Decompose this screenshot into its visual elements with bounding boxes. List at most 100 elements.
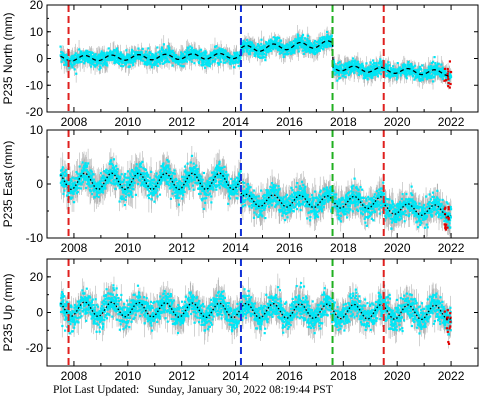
data-point <box>249 52 252 55</box>
data-point <box>332 69 335 72</box>
data-point <box>114 49 117 52</box>
data-point <box>378 60 382 63</box>
data-point <box>131 61 135 64</box>
data-point <box>216 56 220 59</box>
data-point <box>89 59 92 62</box>
data-point <box>129 58 132 61</box>
data-point <box>296 40 299 43</box>
data-point <box>282 45 286 49</box>
data-point <box>211 61 214 64</box>
data-point <box>163 51 166 55</box>
data-point <box>434 64 438 67</box>
data-point <box>449 77 452 80</box>
data-point <box>327 37 330 40</box>
data-point <box>119 53 122 56</box>
data-point <box>353 61 356 64</box>
data-point <box>385 67 388 70</box>
data-point <box>108 53 111 56</box>
data-point <box>259 56 262 59</box>
data-point <box>191 46 194 49</box>
data-point <box>161 58 164 61</box>
data-point <box>313 50 316 53</box>
data-point <box>211 51 215 54</box>
data-point <box>134 51 137 54</box>
data-point <box>417 69 421 72</box>
data-point <box>296 45 299 48</box>
data-point <box>125 49 128 52</box>
data-point <box>441 66 444 69</box>
data-point <box>181 59 185 62</box>
data-point <box>173 54 176 57</box>
data-point <box>208 57 212 60</box>
x-tick-label: 2016 <box>276 115 303 129</box>
data-point <box>313 41 316 44</box>
data-point <box>347 62 350 65</box>
data-point <box>394 70 397 73</box>
data-point <box>149 51 152 54</box>
data-point <box>180 59 183 62</box>
data-point <box>246 48 249 51</box>
data-point <box>115 53 118 56</box>
data-point <box>221 50 224 53</box>
data-point <box>438 68 441 71</box>
data-point <box>277 47 281 50</box>
data-point <box>288 45 292 49</box>
data-point <box>112 52 115 55</box>
data-point <box>203 66 207 69</box>
model-curve <box>331 42 452 77</box>
data-point <box>253 54 257 57</box>
data-point <box>198 58 201 61</box>
data-point <box>409 69 412 73</box>
data-point <box>258 53 261 56</box>
data-point <box>168 49 171 52</box>
data-point <box>124 57 127 60</box>
data-point <box>185 49 188 52</box>
data-point <box>374 65 377 68</box>
data-point <box>89 56 92 59</box>
data-point <box>268 50 271 53</box>
data-point <box>422 76 425 79</box>
data-point <box>348 62 351 65</box>
x-tick-label: 2012 <box>168 115 195 129</box>
data-point <box>434 70 437 73</box>
data-point <box>113 58 116 61</box>
data-point <box>158 59 161 63</box>
data-point <box>357 73 360 76</box>
data-point <box>147 54 151 57</box>
data-point <box>181 65 184 68</box>
data-point <box>316 48 320 52</box>
data-point <box>417 76 420 79</box>
data-point <box>83 62 86 65</box>
data-point <box>99 62 103 65</box>
data-point <box>306 34 309 37</box>
data-point <box>198 49 201 52</box>
data-point <box>109 59 112 62</box>
data-point <box>83 60 87 63</box>
data-point <box>229 63 232 66</box>
data-point <box>318 49 321 52</box>
data-point <box>326 33 329 37</box>
data-point <box>325 35 329 39</box>
data-point <box>190 51 193 55</box>
data-point <box>207 54 211 57</box>
data-point <box>440 73 444 77</box>
data-point <box>296 34 300 37</box>
data-point <box>150 66 154 69</box>
data-point <box>356 60 360 63</box>
data-point <box>128 65 131 68</box>
data-point <box>256 45 259 48</box>
data-point <box>372 69 375 72</box>
data-point <box>291 47 295 50</box>
data-point <box>403 68 406 72</box>
data-point <box>115 48 118 51</box>
data-point <box>140 51 143 54</box>
data-point <box>403 70 406 73</box>
data-point <box>133 60 137 63</box>
data-point <box>325 43 328 46</box>
data-point <box>379 64 382 68</box>
data-point <box>248 46 252 50</box>
outlier-point <box>447 81 450 85</box>
data-point <box>403 65 407 68</box>
y-tick-label: -10 <box>26 78 44 92</box>
